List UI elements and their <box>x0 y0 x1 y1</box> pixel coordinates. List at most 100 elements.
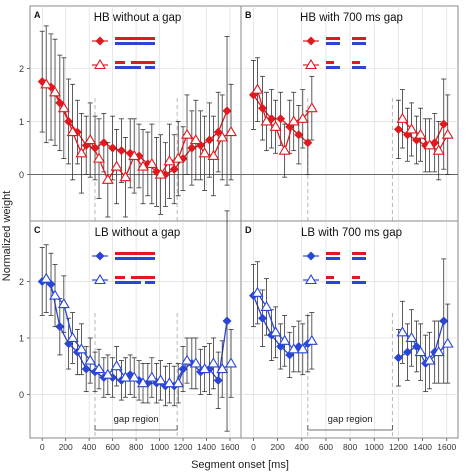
legend-red-bar <box>115 252 155 255</box>
data-point-diamond <box>187 143 197 153</box>
data-point-triangle <box>441 337 454 348</box>
x-tick-label: 600 <box>319 442 333 452</box>
legend-blue-bar <box>326 66 340 69</box>
data-point-triangle <box>278 334 291 345</box>
panels: A HB without a gap 0 1 2 B HB with 700 ms gap g… <box>19 5 459 452</box>
legend-triangle-marker <box>305 58 317 70</box>
data-point-triangle <box>181 128 193 139</box>
panel-d: gap region D LB with 700 ms gap 0 200 400 600 8… <box>240 220 459 452</box>
legend-blue-bar <box>115 42 155 45</box>
panel-title: LB with 700 ms gap <box>301 227 402 239</box>
data-point-triangle <box>101 173 114 184</box>
data-point-triangle <box>110 360 123 371</box>
data-point-triangle <box>396 326 409 337</box>
data-point-triangle <box>57 297 70 309</box>
data-point-triangle <box>296 343 309 354</box>
series-line <box>45 83 232 182</box>
legend-blue-bar <box>352 281 366 284</box>
legend-triangle-marker <box>94 273 106 285</box>
data-point-triangle <box>66 331 79 343</box>
legend-blue-bar <box>326 281 340 284</box>
data-point-diamond <box>222 106 232 116</box>
x-tick-label: 1600 <box>220 442 239 452</box>
data-point-triangle <box>110 160 123 171</box>
legend-blue-bar <box>352 66 366 69</box>
data-point-triangle <box>251 83 264 94</box>
y-tick-label: 0 <box>19 390 24 400</box>
gap-region-bracket <box>94 425 178 431</box>
data-point-diamond <box>439 119 449 129</box>
data-point-triangle <box>278 144 291 155</box>
data-point-triangle <box>172 377 185 388</box>
y-tick-label: 2 <box>19 64 24 74</box>
legend-red-bar <box>115 37 155 40</box>
y-tick-label: 0 <box>19 170 24 180</box>
legend-red-bar <box>352 276 360 279</box>
data-point-triangle <box>93 152 105 163</box>
data-point-diamond <box>55 322 65 332</box>
data-point-triangle <box>75 343 88 354</box>
data-point-diamond <box>204 135 214 145</box>
data-point-diamond <box>116 146 126 156</box>
legend-blue-bar <box>145 66 155 69</box>
data-point-triangle <box>269 120 282 131</box>
data-point-triangle <box>128 371 141 382</box>
data-point-triangle <box>207 149 220 161</box>
legend-blue-bar <box>145 281 155 284</box>
data-point-triangle <box>93 362 105 374</box>
x-tick-label: 600 <box>106 442 120 452</box>
legend-red-bar <box>131 276 155 279</box>
panel-c: gap region C LB without a gap 0 1 2 0 200 400 600… <box>19 210 242 452</box>
x-tick-label: 800 <box>129 442 143 452</box>
x-tick-label: 1400 <box>197 442 216 452</box>
data-point-triangle <box>423 354 436 365</box>
data-point-diamond <box>81 364 91 374</box>
data-point-triangle <box>287 115 300 126</box>
data-point-diamond <box>213 375 223 385</box>
x-tick-label: 1200 <box>389 442 408 452</box>
data-point-triangle <box>66 125 79 137</box>
legend-red-bar <box>326 252 340 255</box>
y-tick-label: 2 <box>19 277 24 287</box>
data-point-triangle <box>163 155 176 166</box>
gap-region-label: gap region <box>114 414 159 425</box>
data-point-diamond <box>393 124 403 134</box>
data-point-triangle <box>189 133 202 145</box>
x-tick-label: 1600 <box>437 442 456 452</box>
data-point-diamond <box>258 313 268 323</box>
y-tick-label: 1 <box>19 333 24 343</box>
data-point-triangle <box>189 357 202 368</box>
legend-red-bar <box>326 37 340 40</box>
data-point-triangle <box>260 300 273 311</box>
data-point-diamond <box>402 347 412 357</box>
data-point-triangle <box>84 133 97 145</box>
panel-letter: C <box>34 225 41 235</box>
legend-red-bar <box>352 37 366 40</box>
data-point-triangle <box>225 357 237 368</box>
legend-red-bar <box>131 61 155 64</box>
panel-b: B HB with 700 ms gap <box>240 5 459 222</box>
data-point-triangle <box>181 354 193 365</box>
legend-diamond-marker <box>95 36 105 46</box>
data-point-triangle <box>287 343 300 354</box>
x-tick-label: 1000 <box>150 442 169 452</box>
data-point-triangle <box>145 157 158 168</box>
data-point-triangle <box>414 346 427 357</box>
x-tick-label: 1000 <box>365 442 384 452</box>
legend-red-bar <box>115 61 125 64</box>
data-point-triangle <box>172 152 185 163</box>
panel-title: LB without a gap <box>95 227 181 239</box>
panel-a: A HB without a gap 0 1 2 <box>19 5 242 222</box>
x-tick-label: 0 <box>251 442 256 452</box>
legend-blue-bar <box>115 281 141 284</box>
data-point-triangle <box>137 377 149 388</box>
data-point-triangle <box>207 357 220 368</box>
legend-diamond-marker <box>306 251 316 261</box>
legend-blue-bar <box>326 42 340 45</box>
x-axis-label: Segment onset [ms] <box>191 459 289 471</box>
data-point-triangle <box>119 171 132 182</box>
legend-red-bar <box>352 61 360 64</box>
panel-frame <box>240 220 459 439</box>
data-point-triangle <box>216 362 229 374</box>
series-triangle-open <box>251 261 454 390</box>
